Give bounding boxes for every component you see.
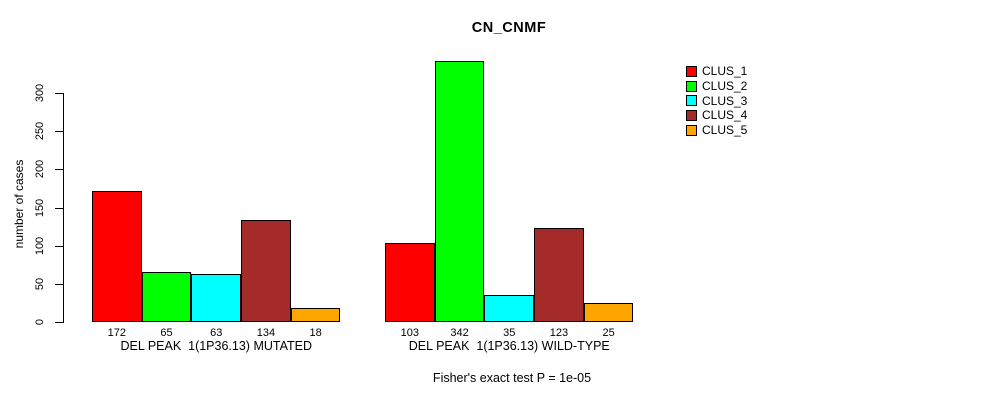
fisher-test-note: Fisher's exact test P = 1e-05 <box>432 371 592 385</box>
legend-item-clus_1: CLUS_1 <box>686 64 747 79</box>
legend-label: CLUS_4 <box>702 108 748 123</box>
y-tick-label: 50 <box>34 277 46 290</box>
bar-clus_4-group2 <box>534 228 584 322</box>
y-tick-mark <box>55 322 63 323</box>
bar-value-label: 63 <box>210 327 223 339</box>
y-axis-title: number of cases <box>12 159 26 249</box>
legend-swatch-icon <box>686 124 697 136</box>
y-tick-mark <box>55 93 63 94</box>
legend-label: CLUS_3 <box>702 93 748 108</box>
legend-swatch-icon <box>686 109 697 121</box>
legend-swatch-icon <box>686 80 697 92</box>
chart-title: CN_CNMF <box>471 20 547 36</box>
legend-item-clus_5: CLUS_5 <box>686 123 747 138</box>
y-tick-mark <box>55 131 63 133</box>
legend-swatch-icon <box>686 65 697 77</box>
x-group-label-1: DEL PEAK 1(1P36.13) MUTATED <box>120 339 313 353</box>
bar-value-label: 18 <box>309 327 322 339</box>
bar-clus_1-group1 <box>92 190 142 322</box>
y-tick-label: 250 <box>34 121 46 141</box>
bar-clus_3-group2 <box>484 295 535 322</box>
y-tick-label: 200 <box>34 160 46 179</box>
y-tick-mark <box>55 283 63 285</box>
y-axis-line <box>63 93 64 323</box>
y-tick-label: 0 <box>34 318 46 326</box>
legend-item-clus_4: CLUS_4 <box>686 108 747 123</box>
bar-value-label: 123 <box>549 327 569 339</box>
y-tick-label: 100 <box>34 236 46 255</box>
bar-clus_2-group2 <box>434 60 485 322</box>
bar-clus_3-group1 <box>191 273 242 322</box>
legend-item-clus_3: CLUS_3 <box>686 93 747 108</box>
x-group-label-2: DEL PEAK 1(1P36.13) WILD-TYPE <box>408 339 610 353</box>
y-tick-label: 150 <box>34 198 46 217</box>
legend-swatch-icon <box>686 95 697 107</box>
bar-value-label: 25 <box>602 327 615 339</box>
legend-item-clus_2: CLUS_2 <box>686 79 747 94</box>
bar-clus_5-group1 <box>290 308 341 322</box>
legend-label: CLUS_5 <box>702 123 748 138</box>
bar-value-label: 35 <box>503 327 516 339</box>
y-tick-mark <box>55 169 63 171</box>
legend-label: CLUS_2 <box>702 79 748 94</box>
bar-value-label: 103 <box>400 327 420 339</box>
legend: CLUS_1 CLUS_2 CLUS_3 CLUS_4 CLUS_5 <box>686 64 747 137</box>
y-tick-label: 300 <box>34 83 46 103</box>
bar-clus_2-group1 <box>141 272 192 322</box>
legend-label: CLUS_1 <box>702 64 748 79</box>
bar-clus_4-group1 <box>241 219 291 322</box>
bar-clus_5-group2 <box>583 302 634 322</box>
y-tick-mark <box>55 207 63 209</box>
bar-value-label: 172 <box>107 327 127 339</box>
bar-value-label: 65 <box>160 327 173 339</box>
bar-value-label: 342 <box>450 327 469 339</box>
bar-value-label: 134 <box>256 327 276 339</box>
y-tick-mark <box>55 245 63 247</box>
bar-clus_1-group2 <box>385 243 435 322</box>
